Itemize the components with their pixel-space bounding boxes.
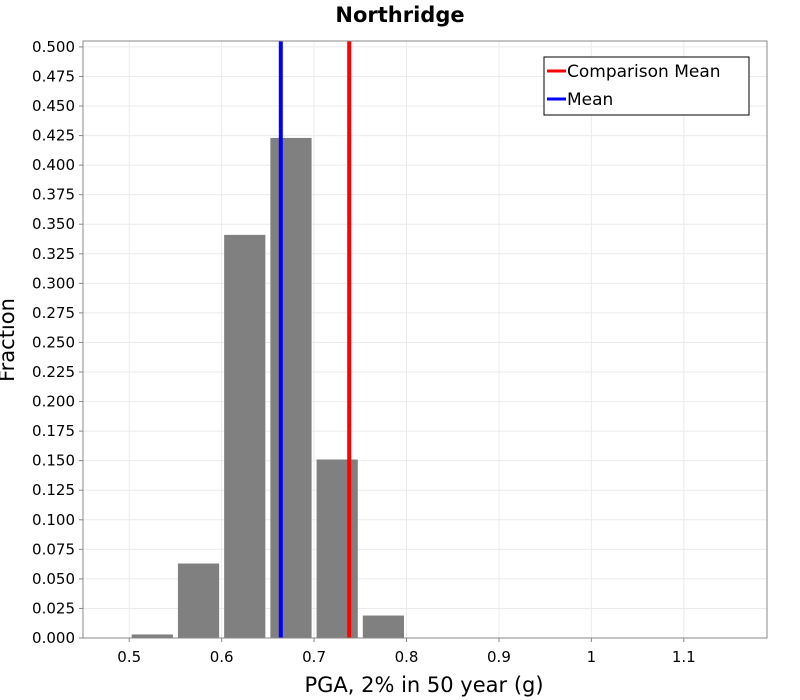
y-tick-label: 0.000 bbox=[32, 629, 75, 647]
grid-lines bbox=[83, 41, 767, 639]
x-tick-label: 0.5 bbox=[117, 648, 141, 666]
x-tick-label: 0.9 bbox=[487, 648, 511, 666]
y-tick-label: 0.325 bbox=[32, 245, 75, 263]
histogram-bar bbox=[177, 563, 220, 638]
y-tick-label: 0.375 bbox=[32, 186, 75, 204]
legend-label-mean: Mean bbox=[567, 90, 613, 110]
x-tick-label: 0.6 bbox=[210, 648, 234, 666]
y-tick-label: 0.050 bbox=[32, 570, 75, 588]
y-tick-label: 0.125 bbox=[32, 481, 75, 499]
histogram-bar bbox=[224, 234, 266, 638]
y-tick-label: 0.225 bbox=[32, 363, 75, 381]
x-axis-ticks: 0.5 0.6 0.7 0.8 0.9 1 1.1 bbox=[117, 638, 696, 666]
plot-area-frame bbox=[82, 40, 768, 639]
legend-label-comparison-mean: Comparison Mean bbox=[567, 62, 721, 82]
chart-title: Northridge bbox=[335, 3, 464, 27]
y-tick-label: 0.300 bbox=[32, 274, 75, 292]
y-axis-ticks: 0.000 0.025 0.050 0.075 0.100 0.125 0.150 0.175… bbox=[32, 38, 83, 647]
y-tick-label: 0.400 bbox=[32, 156, 75, 174]
y-tick-label: 0.175 bbox=[32, 422, 75, 440]
x-tick-label: 1 bbox=[587, 648, 597, 666]
y-tick-label: 0.250 bbox=[32, 333, 75, 351]
x-axis-title: PGA, 2% in 50 year (g) bbox=[304, 673, 543, 697]
legend-box bbox=[543, 56, 750, 116]
y-tick-label: 0.075 bbox=[32, 540, 75, 558]
legend: Comparison Mean Mean bbox=[543, 56, 750, 116]
y-tick-label: 0.450 bbox=[32, 97, 75, 115]
histogram-bar bbox=[362, 615, 405, 638]
histogram-bars bbox=[131, 137, 405, 639]
y-tick-label: 0.475 bbox=[32, 67, 75, 85]
histogram-bar bbox=[270, 137, 312, 639]
x-tick-label: 1.1 bbox=[672, 648, 696, 666]
mean-lines bbox=[278, 41, 352, 638]
y-tick-label: 0.100 bbox=[32, 511, 75, 529]
y-tick-label: 0.200 bbox=[32, 393, 75, 411]
y-tick-label: 0.500 bbox=[32, 38, 75, 56]
x-tick-label: 0.7 bbox=[302, 648, 326, 666]
histogram-bar bbox=[316, 459, 358, 638]
y-axis-title: Fraction bbox=[0, 298, 19, 382]
x-tick-label: 0.8 bbox=[395, 648, 419, 666]
y-tick-label: 0.275 bbox=[32, 304, 75, 322]
histogram-bar bbox=[131, 634, 173, 638]
y-tick-label: 0.425 bbox=[32, 127, 75, 145]
y-tick-label: 0.025 bbox=[32, 599, 75, 617]
y-tick-label: 0.350 bbox=[32, 215, 75, 233]
y-tick-label: 0.150 bbox=[32, 452, 75, 470]
